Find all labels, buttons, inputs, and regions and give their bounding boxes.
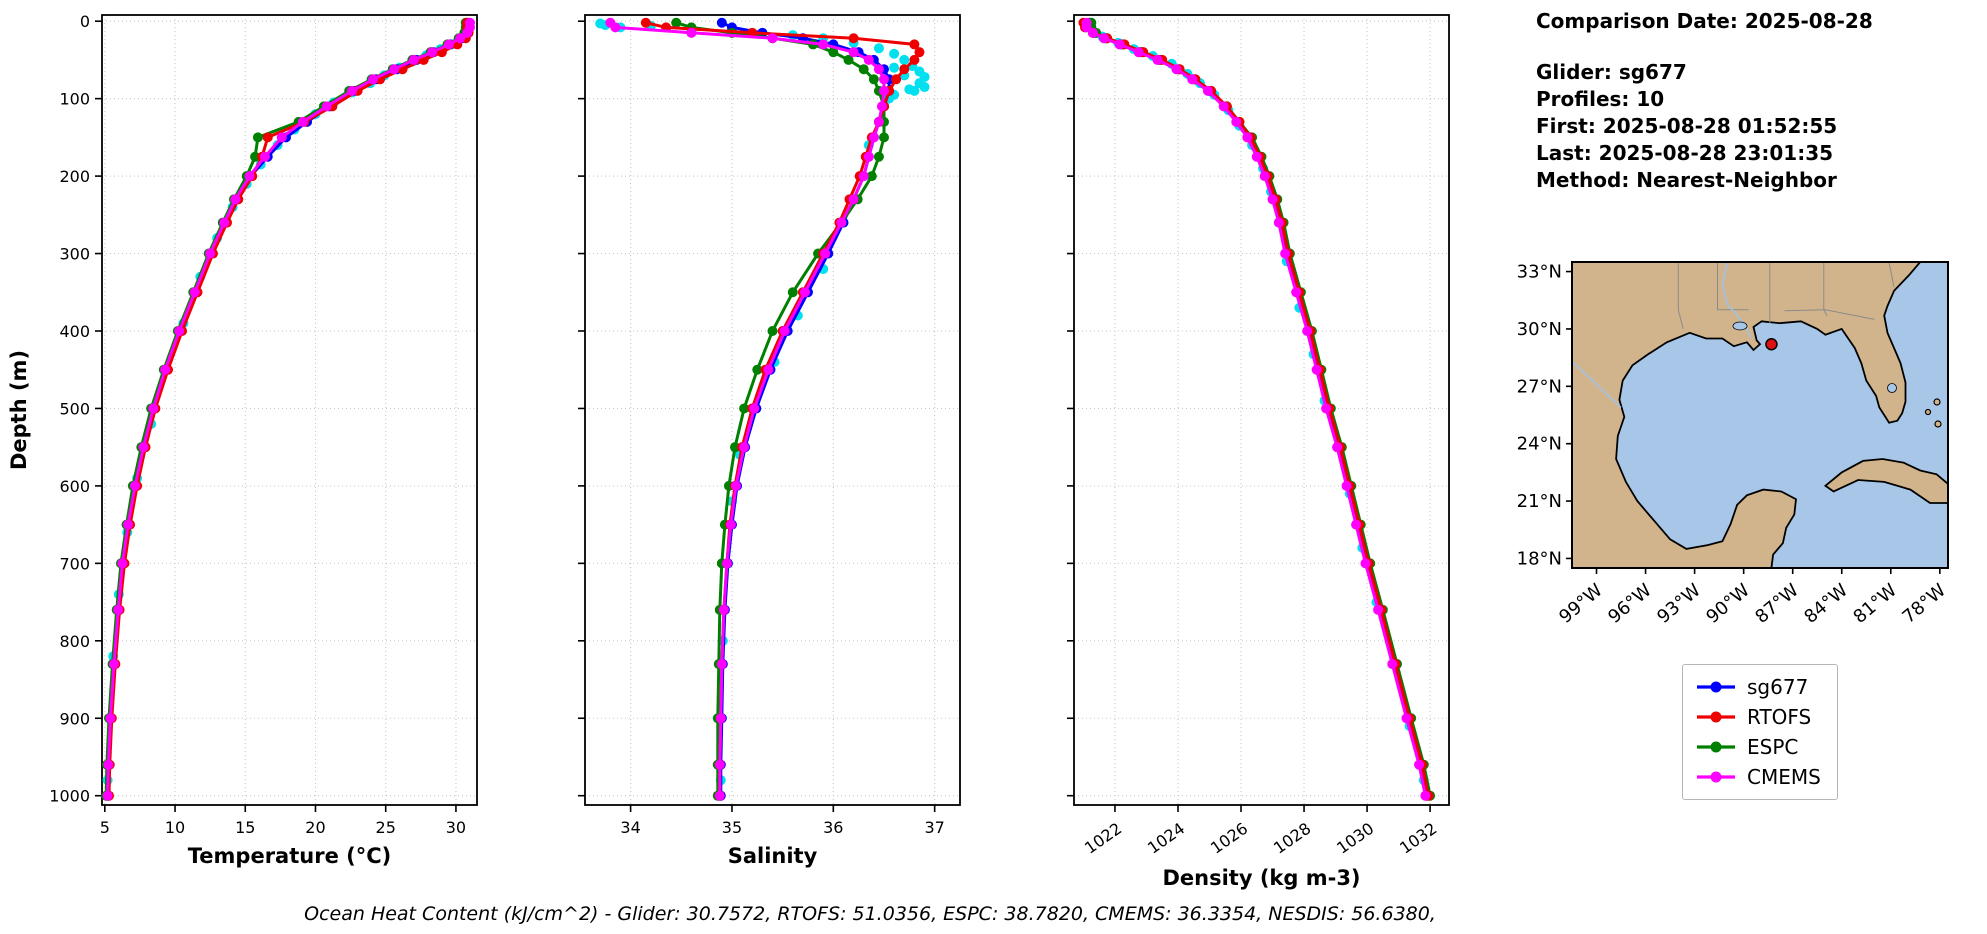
comparison-date: Comparison Date: 2025-08-28 <box>1536 9 1873 33</box>
glider-id: Glider: sg677 <box>1536 60 1687 84</box>
legend-label: CMEMS <box>1747 765 1821 789</box>
state-borders <box>1677 262 1895 330</box>
series-espc <box>671 17 889 801</box>
density-profile-plot: 1022 1024 1026 1028 1030 1032 Density (kg m-3) <box>1067 14 1450 890</box>
y-tick-label: 200 <box>59 167 90 186</box>
plot-frame <box>1073 14 1450 806</box>
lake-okeechobee <box>1887 383 1897 393</box>
axis-ticks: 34 35 36 37 <box>578 20 945 837</box>
legend-line-sample <box>1697 771 1735 783</box>
plot-frame <box>584 14 961 806</box>
plot-frame <box>101 14 478 806</box>
x-tick-label: 20 <box>305 818 325 837</box>
legend-item-rtofs: RTOFS <box>1695 705 1821 729</box>
axis-ticks: 5 10 15 20 25 3001002003004005006007008009001… <box>49 12 466 837</box>
cuba-island <box>1823 458 1948 504</box>
y-tick-label: 400 <box>59 322 90 341</box>
x-axis-label: Salinity <box>728 844 818 868</box>
y-tick-label: 0 <box>80 12 90 31</box>
first-profile-time: First: 2025-08-28 01:52:55 <box>1536 114 1838 138</box>
longitude-label: 81°W <box>1849 580 1901 628</box>
gridlines <box>1074 15 1449 805</box>
gulf-of-mexico-map: 33°N 30°N 27°N 24°N 21°N 18°N 99°W96°W93°W90°W… <box>1517 261 1950 628</box>
x-tick-label: 36 <box>823 818 843 837</box>
series-cmems <box>102 17 475 801</box>
longitude-label: 93°W <box>1653 580 1705 628</box>
legend-item-sg677: sg677 <box>1695 675 1821 699</box>
temperature-profile-plot: 5 10 15 20 25 3001002003004005006007008009001… <box>7 12 478 868</box>
y-tick-label: 300 <box>59 245 90 264</box>
x-tick-label: 10 <box>165 818 185 837</box>
y-tick-label: 600 <box>59 477 90 496</box>
land-coastline <box>1572 262 1922 568</box>
y-axis-label: Depth (m) <box>7 350 31 470</box>
legend-item-espc: ESPC <box>1695 735 1821 759</box>
latitude-label: 33°N <box>1517 262 1562 283</box>
x-tick-label: 37 <box>924 818 944 837</box>
legend-label: ESPC <box>1747 735 1799 759</box>
latitude-label: 21°N <box>1517 491 1562 512</box>
legend: sg677 RTOFS ESPC CMEMS <box>1682 664 1838 800</box>
longitude-label: 84°W <box>1800 580 1852 628</box>
x-tick-label: 1026 <box>1207 819 1251 858</box>
legend-line-sample <box>1697 711 1735 723</box>
series-cmems <box>605 17 889 801</box>
salinity-profile-plot: 34 35 36 37 Salinity <box>578 14 961 868</box>
glider-scatter <box>1083 18 1429 786</box>
y-tick-label: 700 <box>59 554 90 573</box>
longitude-label: 87°W <box>1751 580 1803 628</box>
x-tick-label: 5 <box>100 818 110 837</box>
series-cmems <box>1081 17 1431 801</box>
profiles-count: Profiles: 10 <box>1536 87 1665 111</box>
legend-line-sample <box>1697 741 1735 753</box>
x-tick-label: 1028 <box>1270 819 1314 858</box>
gridlines <box>585 15 960 805</box>
longitude-label: 96°W <box>1604 580 1656 628</box>
x-tick-label: 1030 <box>1333 819 1377 858</box>
y-tick-label: 900 <box>59 709 90 728</box>
bahamas-island <box>1924 408 1932 416</box>
y-tick-label: 1000 <box>49 787 90 806</box>
bahamas-island <box>1934 420 1942 428</box>
ocean-heat-content-caption: Ocean Heat Content (kJ/cm^2) - Glider: 3… <box>304 903 1436 925</box>
y-tick-label: 800 <box>59 632 90 651</box>
x-tick-label: 30 <box>446 818 466 837</box>
map-layers <box>1572 262 1948 568</box>
map-frame <box>1571 261 1949 569</box>
latitude-label: 24°N <box>1517 434 1562 455</box>
x-tick-label: 35 <box>722 818 742 837</box>
x-axis-label: Density (kg m-3) <box>1162 866 1360 890</box>
x-tick-label: 1024 <box>1144 819 1188 858</box>
x-tick-label: 25 <box>376 818 396 837</box>
x-tick-label: 34 <box>620 818 640 837</box>
legend-label: RTOFS <box>1747 705 1812 729</box>
legend-label: sg677 <box>1747 675 1809 699</box>
comparison-method: Method: Nearest-Neighbor <box>1536 168 1837 192</box>
legend-line-sample <box>1697 681 1735 693</box>
x-axis-label: Temperature (°C) <box>188 844 391 868</box>
x-tick-label: 15 <box>235 818 255 837</box>
longitude-label: 78°W <box>1898 580 1950 628</box>
lake-pontchartrain <box>1732 321 1748 331</box>
glider-scatter <box>595 18 930 786</box>
legend-item-cmems: CMEMS <box>1695 765 1821 789</box>
bahamas-island <box>1933 398 1941 406</box>
x-tick-label: 1032 <box>1396 819 1440 858</box>
y-tick-label: 500 <box>59 399 90 418</box>
gridlines <box>102 15 477 805</box>
series-espc <box>1086 17 1436 801</box>
series-sg677 <box>1084 17 1432 801</box>
y-tick-label: 100 <box>59 90 90 109</box>
latitude-label: 18°N <box>1517 548 1562 569</box>
longitude-label: 99°W <box>1555 580 1607 628</box>
latitude-label: 27°N <box>1517 376 1562 397</box>
x-tick-label: 1022 <box>1081 819 1125 858</box>
glider-location-marker <box>1765 337 1778 351</box>
longitude-label: 90°W <box>1702 580 1754 628</box>
last-profile-time: Last: 2025-08-28 23:01:35 <box>1536 141 1834 165</box>
info-panel: Comparison Date: 2025-08-28 Glider: sg67… <box>1536 8 1873 194</box>
latitude-label: 30°N <box>1517 319 1562 340</box>
